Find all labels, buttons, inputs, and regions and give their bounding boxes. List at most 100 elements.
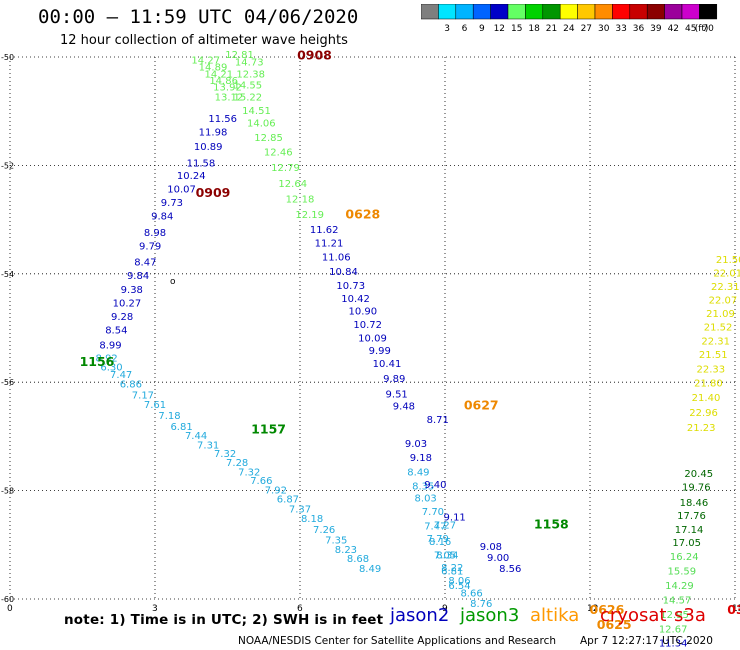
wave-height-value: 17.14 — [675, 525, 704, 536]
x-tick-label: 9 — [442, 604, 448, 614]
legend-s3a: s3a — [674, 605, 706, 626]
wave-height-value: 9.08 — [480, 542, 502, 553]
y-tick-label: -60 — [1, 595, 14, 604]
wave-height-value: 6.81 — [441, 567, 463, 578]
scale-label: 15 — [511, 24, 522, 34]
wave-height-value: 12.46 — [264, 148, 293, 159]
wave-height-value: 14.29 — [665, 581, 694, 592]
scale-label: 6 — [462, 24, 468, 34]
wave-height-value: 18.46 — [680, 498, 709, 509]
wave-height-value: 21.23 — [687, 423, 716, 434]
wave-height-value: 12.38 — [236, 70, 265, 81]
legend-jason3: jason3 — [460, 605, 520, 626]
wave-height-value: 10.07 — [167, 185, 196, 196]
wave-height-value: 7.47 — [110, 370, 132, 381]
wave-height-value: 10.73 — [336, 281, 365, 292]
scale-label: 18 — [528, 24, 540, 34]
wave-height-value: 8.99 — [99, 341, 121, 352]
pass-time-label: 1158 — [534, 517, 569, 532]
x-tick-label: 0 — [7, 604, 13, 614]
wave-height-value: 7.47 — [424, 522, 446, 533]
map-title: 00:00 – 11:59 UTC 04/06/2020 — [38, 6, 359, 28]
scale-label: 70 — [702, 24, 714, 34]
scale-label: 12 — [494, 24, 505, 34]
wave-height-value: 17.76 — [677, 511, 706, 522]
y-tick-label: -54 — [1, 270, 14, 279]
track-track-e: 8.49 8.358.03 7.70 7.47 8.16 8.34 8.22 8.068.66… — [407, 467, 492, 610]
wave-height-value: 22.01 — [713, 269, 740, 280]
wave-height-value: 22.31 — [701, 336, 730, 347]
wave-height-value: 12.67 — [659, 625, 688, 636]
wave-height-value: 9.03 — [405, 439, 427, 450]
wave-height-value: 9.38 — [121, 285, 143, 296]
wave-height-value: 10.90 — [349, 306, 378, 317]
wave-height-value: 16.24 — [670, 552, 699, 563]
y-tick-label: -58 — [1, 487, 14, 496]
wave-height-value: 12.85 — [254, 133, 283, 144]
wave-height-value: 17.05 — [672, 538, 701, 549]
footer-note: note: 1) Time is in UTC; 2) SWH is in fe… — [64, 612, 384, 628]
wave-height-value: 22.33 — [697, 364, 726, 375]
pass-time-label: 0353 — [727, 602, 740, 617]
map-grid — [9, 56, 736, 600]
wave-height-value: 9.48 — [393, 401, 415, 412]
x-tick-label: 3 — [152, 604, 158, 614]
wave-height-value: 8.49 — [407, 467, 429, 478]
wave-height-value: 10.09 — [358, 334, 387, 345]
wave-height-value: 10.89 — [194, 142, 223, 153]
wave-height-value: 10.42 — [341, 294, 370, 305]
wave-height-value: 7.44 — [185, 431, 207, 442]
x-tick-label: 6 — [297, 604, 303, 614]
wave-height-value: 8.16 — [429, 537, 451, 548]
track-track-f: 8.71 9.40 9.11 9.089.008.56 — [424, 415, 521, 575]
wave-height-value: 15.22 — [233, 92, 262, 103]
track-track-d: 8.926.307.476.867.177.617.186.817.447.31… — [96, 354, 382, 575]
track-track-i: 16.24 15.59 14.29 14.57 12.95 12.67 — [659, 552, 699, 636]
scale-label: 24 — [563, 24, 575, 34]
scale-label: 30 — [598, 24, 610, 34]
scale-swatch — [699, 4, 718, 20]
wave-height-value: 11.62 — [310, 225, 339, 236]
wave-height-value: 7.05 — [434, 550, 456, 561]
credit-timestamp: Apr 7 12:27:17 UTC 2020 — [580, 635, 713, 647]
wave-height-value: 8.22 — [441, 563, 463, 574]
wave-height-value: 22.31 — [711, 282, 740, 293]
wave-height-value: 9.51 — [386, 389, 408, 400]
scale-label: 27 — [581, 24, 592, 34]
wave-height-value: 8.98 — [144, 228, 166, 239]
wave-height-value: 14.89 — [199, 63, 228, 74]
wave-height-value: 7.61 — [144, 400, 166, 411]
wave-height-value: 8.54 — [105, 325, 127, 336]
wave-height-value: 14.73 — [235, 58, 264, 69]
wave-height-value: 8.06 — [448, 576, 470, 587]
pass-time-label: 0908 — [297, 48, 332, 63]
y-tick-label: -50 — [1, 53, 14, 62]
wave-height-value: 7.32 — [238, 467, 260, 478]
wave-height-value: 21.52 — [704, 323, 733, 334]
wave-height-value: 10.41 — [373, 359, 402, 370]
wave-height-value: 9.11 — [444, 512, 466, 523]
wave-height-value: 6.87 — [277, 495, 299, 506]
wave-height-value: 12.95 — [660, 610, 689, 621]
wave-height-value: 7.32 — [214, 449, 236, 460]
wave-height-value: 14.21 — [204, 70, 233, 81]
wave-height-value: 9.84 — [127, 271, 149, 282]
wave-height-value: 11.21 — [315, 239, 344, 250]
wave-height-value: 8.47 — [134, 258, 156, 269]
pass-time-label: 0628 — [345, 207, 380, 222]
wave-height-value: 8.18 — [301, 514, 323, 525]
wave-height-value: 8.34 — [436, 550, 458, 561]
wave-height-value: 14.51 — [242, 106, 271, 117]
scale-label: 21 — [546, 24, 557, 34]
wave-height-value: 22.96 — [689, 408, 718, 419]
wave-height-value: 8.76 — [470, 599, 492, 610]
wave-height-value: 7.79 — [427, 534, 449, 545]
wave-height-value: 11.98 — [199, 128, 228, 139]
wave-height-value: 15.59 — [668, 567, 697, 578]
track-track-b: 11.56 11.98 10.89 11.58 10.24 10.07 9.73 9.84 8.… — [99, 114, 237, 352]
pass-time-label: 1156 — [80, 354, 115, 369]
map-subtitle: 12 hour collection of altimeter wave hei… — [60, 33, 348, 48]
